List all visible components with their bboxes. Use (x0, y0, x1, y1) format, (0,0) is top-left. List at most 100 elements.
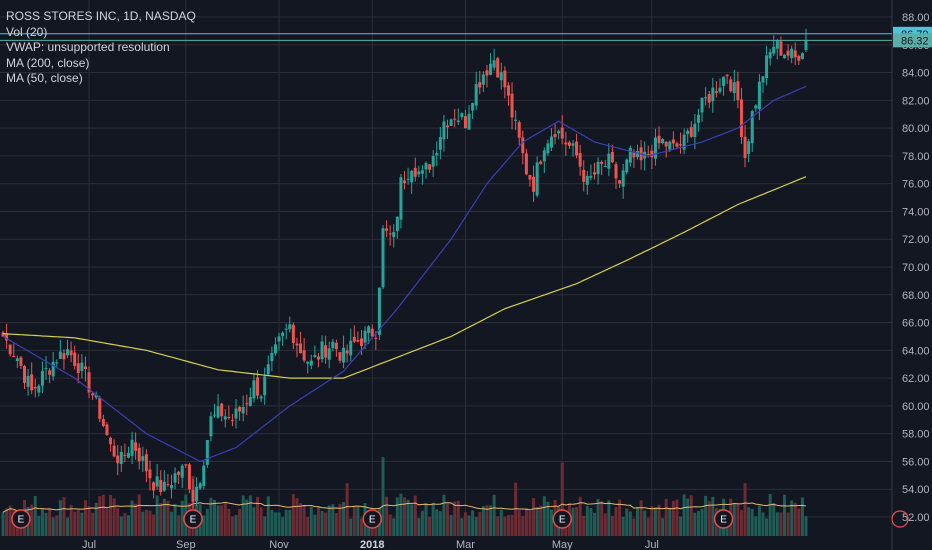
candle[interactable] (467, 105, 471, 130)
candle[interactable] (334, 339, 338, 357)
candle[interactable] (288, 316, 292, 333)
candle[interactable] (428, 164, 432, 173)
candle[interactable] (571, 140, 575, 157)
candle[interactable] (732, 69, 736, 102)
candle[interactable] (592, 162, 596, 180)
candle[interactable] (406, 167, 410, 185)
candle[interactable] (797, 54, 801, 66)
candle[interactable] (309, 354, 313, 370)
candle[interactable] (722, 76, 726, 96)
earnings-marker[interactable]: E (362, 509, 382, 529)
candle[interactable] (277, 332, 281, 351)
candle[interactable] (442, 115, 446, 152)
candle[interactable] (385, 220, 389, 238)
candle[interactable] (557, 129, 561, 140)
candle[interactable] (159, 470, 163, 496)
candle[interactable] (363, 326, 367, 350)
candle[interactable] (338, 351, 342, 364)
candle[interactable] (618, 179, 622, 188)
candle[interactable] (664, 141, 668, 158)
candle[interactable] (714, 81, 718, 98)
candle[interactable] (259, 394, 263, 403)
candle[interactable] (273, 337, 277, 356)
candle[interactable] (241, 395, 245, 422)
candle[interactable] (772, 35, 776, 57)
candle[interactable] (66, 339, 70, 358)
candle[interactable] (169, 474, 173, 499)
candle[interactable] (754, 104, 758, 113)
candle[interactable] (55, 359, 59, 367)
candle[interactable] (316, 352, 320, 368)
candle[interactable] (8, 344, 12, 357)
candle[interactable] (514, 110, 518, 131)
candle[interactable] (177, 470, 181, 485)
candle[interactable] (446, 119, 450, 139)
candle[interactable] (413, 157, 417, 182)
candle[interactable] (356, 331, 360, 343)
candle[interactable] (80, 354, 84, 379)
candle[interactable] (775, 38, 779, 60)
candle[interactable] (625, 158, 629, 175)
candle[interactable] (761, 76, 765, 93)
candle[interactable] (790, 45, 794, 64)
candle[interactable] (37, 384, 41, 397)
candle[interactable] (148, 460, 152, 491)
candle[interactable] (69, 341, 73, 363)
candle[interactable] (109, 436, 113, 452)
candle[interactable] (542, 147, 546, 174)
candle[interactable] (162, 470, 166, 492)
candle[interactable] (12, 343, 16, 358)
candle[interactable] (155, 464, 159, 490)
candle[interactable] (195, 477, 199, 506)
candle[interactable] (101, 414, 105, 428)
candle[interactable] (220, 402, 224, 422)
candle[interactable] (62, 349, 66, 370)
candle[interactable] (460, 112, 464, 120)
candle[interactable] (653, 128, 657, 166)
candle[interactable] (607, 143, 611, 177)
candle[interactable] (424, 161, 428, 179)
candle[interactable] (517, 120, 521, 146)
candle[interactable] (345, 344, 349, 363)
candle[interactable] (26, 368, 30, 396)
candle[interactable] (589, 164, 593, 181)
vol-indicator-label[interactable]: Vol (20) (6, 24, 48, 39)
candle[interactable] (739, 87, 743, 144)
candle[interactable] (40, 361, 44, 394)
candle[interactable] (238, 405, 242, 421)
candle[interactable] (370, 324, 374, 339)
candle[interactable] (499, 62, 503, 90)
candle[interactable] (33, 378, 37, 398)
candle[interactable] (270, 346, 274, 372)
price-axis[interactable]: 88.0086.0084.0082.0080.0078.0076.0074.00… (902, 12, 930, 524)
candle[interactable] (116, 445, 120, 476)
candle[interactable] (438, 126, 442, 160)
vwap-indicator-label[interactable]: VWAP: unsupported resolution (6, 40, 170, 54)
candle[interactable] (263, 367, 267, 405)
candle[interactable] (180, 463, 184, 488)
ma50-indicator-label[interactable]: MA (50, close) (6, 71, 83, 85)
candle[interactable] (256, 370, 260, 400)
candle[interactable] (757, 74, 761, 121)
candle[interactable] (213, 403, 217, 418)
candle[interactable] (202, 460, 206, 490)
candle[interactable] (567, 140, 571, 149)
candle[interactable] (306, 361, 310, 374)
candle[interactable] (524, 148, 528, 176)
candle[interactable] (44, 356, 48, 380)
candle[interactable] (367, 325, 371, 344)
candle[interactable] (187, 462, 191, 494)
candle[interactable] (30, 362, 34, 395)
candle[interactable] (105, 422, 109, 436)
candle[interactable] (718, 78, 722, 94)
candle[interactable] (91, 391, 95, 400)
candle[interactable] (474, 71, 478, 111)
candle[interactable] (152, 481, 156, 499)
candle[interactable] (489, 53, 493, 76)
candle[interactable] (126, 446, 130, 459)
candle[interactable] (388, 225, 392, 246)
candle[interactable] (700, 97, 704, 123)
candle[interactable] (729, 76, 733, 93)
